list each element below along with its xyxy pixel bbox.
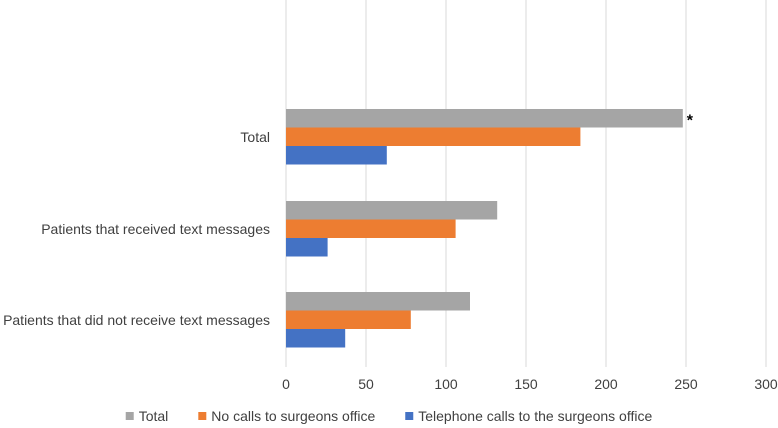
legend-swatch (405, 412, 414, 420)
bar (286, 127, 581, 146)
bar (286, 201, 498, 220)
bar (286, 238, 328, 257)
x-tick-label: 250 (674, 376, 698, 392)
x-tick-label: 300 (754, 376, 778, 392)
category-label: Patients that did not receive text messa… (3, 312, 270, 328)
category-label: Patients that received text messages (41, 221, 270, 237)
bar (286, 146, 387, 165)
bar (286, 219, 456, 238)
x-tick-label: 50 (358, 376, 374, 392)
bar (286, 292, 470, 311)
bar (286, 109, 683, 128)
category-label: Total (240, 129, 270, 145)
legend-label: Total (139, 408, 169, 424)
x-tick-label: 100 (434, 376, 458, 392)
x-tick-label: 150 (514, 376, 538, 392)
bar (286, 329, 346, 348)
legend-swatch (198, 412, 207, 420)
x-tick-label: 0 (282, 376, 290, 392)
x-tick-label: 200 (594, 376, 618, 392)
legend-label: Telephone calls to the surgeons office (418, 408, 652, 424)
legend-label: No calls to surgeons office (211, 408, 375, 424)
legend-swatch (125, 412, 134, 420)
annotation-asterisk: * (687, 112, 694, 129)
bar (286, 310, 411, 329)
